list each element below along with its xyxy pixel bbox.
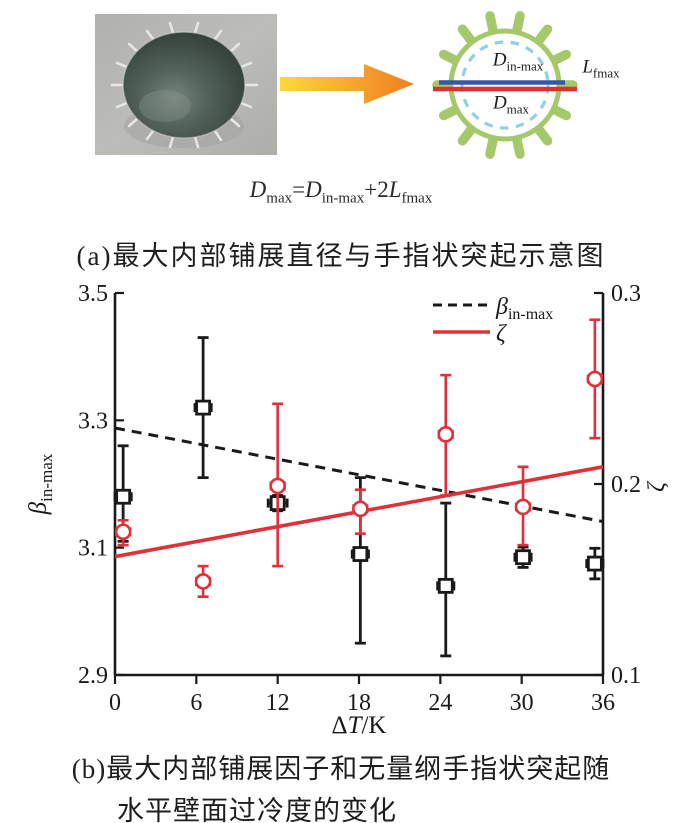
data-point-square	[195, 399, 212, 416]
tick-label: 3.5	[78, 281, 108, 307]
data-point-square	[352, 546, 369, 562]
data-point-square	[437, 577, 454, 594]
tick-label: 24	[428, 690, 452, 716]
tick-label: 12	[266, 690, 290, 716]
tick-label: 0	[109, 690, 121, 716]
droplet-photo-image	[95, 14, 277, 155]
data-point-square	[586, 555, 603, 572]
tick-label: 36	[591, 690, 615, 716]
tick-label: 0.2	[611, 472, 641, 498]
series-zeta	[114, 318, 604, 598]
data-point-square	[115, 488, 132, 505]
data-point-circle	[514, 498, 532, 516]
caption-b-line1: (b)最大内部铺展因子和无量纲手指状突起随	[71, 754, 611, 784]
legend-label: ζ	[496, 321, 508, 347]
tick-label: 0.1	[611, 663, 641, 689]
gear-body	[448, 28, 562, 142]
d-max-label: Dmax	[492, 92, 530, 117]
inner-dashed-circle	[460, 40, 550, 130]
y-left-axis-label: βin-max	[25, 453, 56, 515]
tick-label: 2.9	[78, 663, 108, 689]
series-beta_in_max	[113, 336, 605, 658]
data-point-circle	[114, 523, 132, 541]
tick-label: 3.1	[78, 536, 108, 562]
equation: Dmax=Din-max+2Lfmax	[249, 177, 433, 207]
data-point-square	[515, 549, 531, 566]
tick-label: 0.3	[611, 281, 641, 307]
y-right-axis-label: ζ	[644, 480, 670, 492]
tick-label: 18	[347, 690, 371, 716]
data-point-circle	[586, 370, 604, 388]
legend-label: βin-max	[495, 294, 553, 323]
arrow-icon	[280, 64, 414, 104]
l-fmax-label: Lfmax	[582, 56, 620, 81]
splat-schematic	[432, 11, 578, 159]
d-in-max-label: Din-max	[492, 49, 544, 74]
tick-label: 6	[190, 690, 202, 716]
x-axis-label: ΔT/K	[332, 712, 387, 739]
data-point-circle	[269, 477, 286, 495]
data-point-circle	[352, 500, 369, 518]
caption-b-line2: 水平壁面过冷度的变化	[117, 796, 397, 823]
caption-a: (a)最大内部铺展直径与手指状突起示意图	[76, 241, 606, 271]
data-point-circle	[437, 426, 455, 443]
tick-label: 3.3	[78, 408, 108, 434]
gear-teeth	[432, 11, 578, 159]
axes: 2.9 3.1 3.3 3.5 0.1 0.2 0.3 0 6 12 18 24 30 36 βin-max…	[25, 281, 670, 739]
data-point-circle	[194, 573, 212, 590]
tick-label: 30	[510, 690, 534, 716]
droplet-fingers	[110, 21, 259, 149]
